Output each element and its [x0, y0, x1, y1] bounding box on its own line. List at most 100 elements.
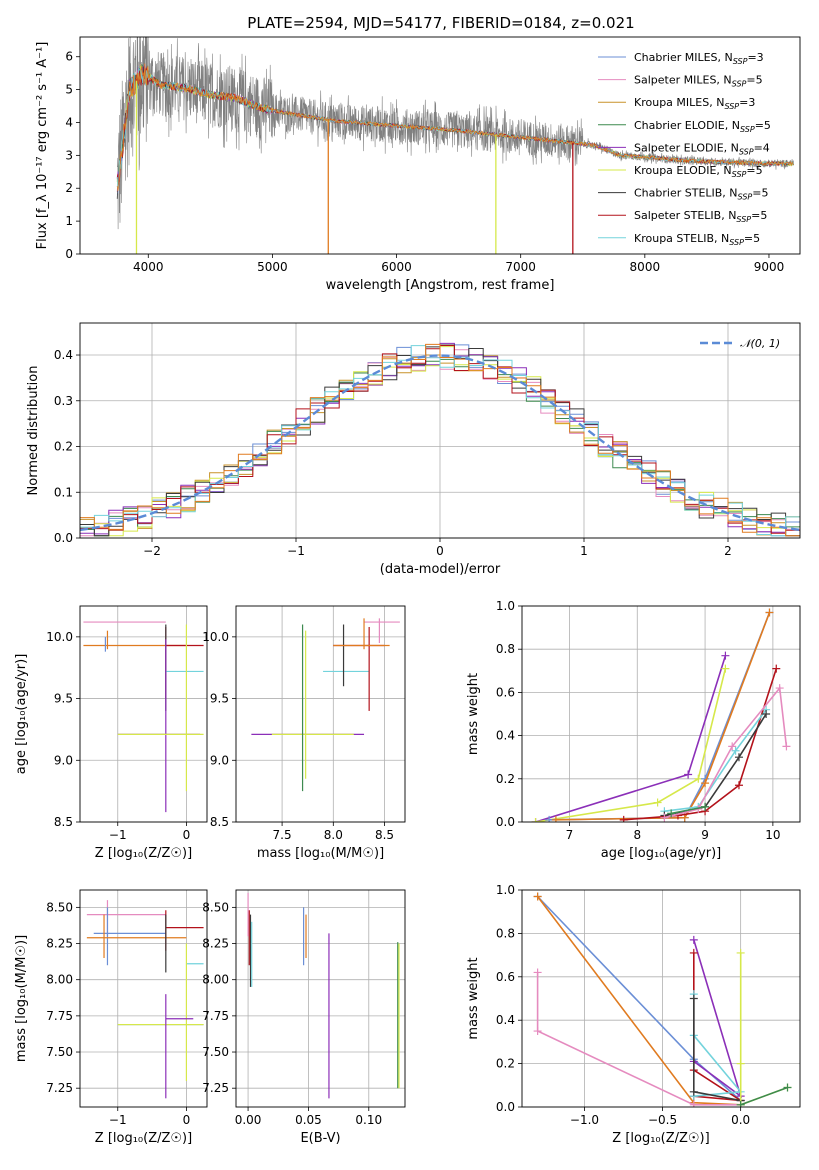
y-tick-label: 8.25 [46, 937, 73, 951]
mass-weight-line [536, 972, 741, 1106]
error-bar-point [86, 914, 187, 958]
y-tick-label: 7.75 [202, 1009, 229, 1023]
mass-weight-marker [533, 892, 542, 901]
axes-frame [235, 605, 406, 823]
mass-weight-marker [701, 779, 710, 788]
legend-label: 𝒩(0, 1) [740, 337, 780, 350]
y-tick-label: 9.0 [210, 753, 229, 767]
x-tick-label: −1.0 [570, 1113, 599, 1127]
mass-weight-marker [782, 742, 791, 751]
ticks: −2 −1 0 1 2 0.0 0.1 0.2 0.3 0.4 [54, 348, 732, 558]
spectrum-panel: 4000 5000 6000 7000 8000 9000 0 1 2 3 4 5 6 wavelengt… [35, 36, 801, 293]
error-bar-point [86, 900, 166, 937]
mass-weight-line [740, 1086, 788, 1106]
y-axis-label: Flux [f_λ 10⁻¹⁷ erg cm⁻² s⁻¹ A⁻¹] [35, 42, 50, 250]
error-bar-point [165, 910, 204, 951]
legend: 𝒩(0, 1) [700, 337, 780, 350]
y-tick-label: 0.6 [496, 685, 515, 699]
axes-frame [79, 322, 801, 539]
mass-weight-vs-age-panel: 7 8 9 10 0.0 0.2 0.4 0.6 0.8 1.0 age [log₁₀(age/yr… [466, 599, 801, 861]
y-tick-label: 3 [65, 148, 73, 162]
x-axis-label: Z [log₁₀(Z/Z☉)] [95, 846, 192, 861]
y-tick-label: 7.25 [202, 1081, 229, 1095]
y-tick-label: 0 [65, 247, 73, 261]
x-tick-label: 0.10 [355, 1113, 382, 1127]
x-tick-label: 8000 [630, 260, 661, 274]
mass-weight-marker [531, 818, 540, 822]
axes-frame [79, 605, 208, 823]
y-tick-label: 10.0 [202, 630, 229, 644]
y-tick-label: 6 [65, 50, 73, 64]
y-tick-label: 0.4 [496, 729, 515, 743]
y-tick-label: 8.00 [202, 973, 229, 987]
figure-title: PLATE=2594, MJD=54177, FIBERID=0184, z=0… [247, 14, 634, 32]
x-tick-label: 7 [566, 828, 574, 842]
legend-label: Salpeter MILES, NSSP=5 [634, 74, 763, 89]
x-tick-label: 7.5 [273, 828, 292, 842]
y-tick-label: 1.0 [496, 883, 515, 897]
mass-weight-marker [533, 1027, 542, 1036]
x-tick-label: 9 [701, 828, 709, 842]
x-tick-label: 2 [724, 544, 732, 558]
x-tick-label: 6000 [381, 260, 412, 274]
x-tick-label: 0.05 [295, 1113, 322, 1127]
mass-weight-line [537, 895, 742, 1102]
x-tick-label: 7000 [505, 260, 536, 274]
y-tick-label: 0.2 [54, 440, 73, 454]
y-tick-label: 8.25 [202, 937, 229, 951]
mass-weight-marker [772, 664, 781, 673]
x-tick-label: 5000 [257, 260, 288, 274]
ticks: −1.0 −0.5 0.0 0.0 0.2 0.4 0.6 0.8 1.0 [496, 883, 750, 1127]
axes-frame [521, 889, 801, 1108]
mass-vs-extinction-panel: 0.00 0.05 0.10 7.25 7.50 7.75 8.00 8.25 8.50 E(B-… [202, 889, 406, 1146]
mass-weight-marker [775, 684, 784, 693]
error-bar-point [165, 626, 204, 699]
x-tick-label: −0.5 [648, 1113, 677, 1127]
x-tick-label: 0 [183, 828, 191, 842]
y-axis-label: mass [log₁₀(M/M☉)] [14, 935, 29, 1062]
x-axis-label: Z [log₁₀(Z/Z☉)] [612, 1131, 709, 1146]
plot-area [86, 900, 204, 1099]
mass-weight-vs-metallicity-panel: −1.0 −0.5 0.0 0.0 0.2 0.4 0.6 0.8 1.0 Z [log₁₀(Z/… [466, 883, 801, 1146]
plot-area [251, 618, 400, 792]
axes-frame [521, 605, 801, 823]
mass-weight-marker [653, 798, 662, 807]
mass-weight-line [535, 668, 727, 822]
y-tick-label: 7.50 [202, 1045, 229, 1059]
y-tick-label: 0.6 [496, 970, 515, 984]
mass-weight-line [664, 709, 767, 812]
mass-weight-marker [728, 742, 737, 751]
mass-weight-marker [689, 1087, 698, 1096]
x-tick-label: 9000 [754, 260, 785, 274]
x-axis-label: (data-model)/error [380, 562, 501, 577]
ticks: 4000 5000 6000 7000 8000 9000 0 1 2 3 4 5 6 [65, 50, 784, 274]
mass-weight-line [739, 952, 788, 1106]
ticks: 7.5 8.0 8.5 8.5 9.0 9.5 10.0 [202, 630, 394, 842]
y-tick-label: 0.3 [54, 394, 73, 408]
normal-curve [80, 354, 800, 532]
y-tick-label: 0.4 [496, 1013, 515, 1027]
x-axis-label: Z [log₁₀(Z/Z☉)] [95, 1131, 192, 1146]
y-tick-label: 7.75 [46, 1009, 73, 1023]
error-bar-point [83, 630, 187, 650]
x-tick-label: 1 [580, 544, 588, 558]
x-tick-label: 0 [183, 1113, 191, 1127]
mass-weight-marker [689, 948, 698, 957]
legend-label: Kroupa ELODIE, NSSP=5 [634, 164, 763, 179]
legend-label: Salpeter STELIB, NSSP=5 [634, 209, 767, 224]
mass-weight-marker [701, 802, 710, 811]
y-tick-label: 0.1 [54, 485, 73, 499]
y-tick-label: 1.0 [496, 599, 515, 613]
mass-weight-marker [533, 968, 542, 977]
y-tick-label: 5 [65, 83, 73, 97]
error-bar-point [117, 943, 204, 1081]
residual-histogram [80, 345, 800, 537]
y-tick-label: 0.8 [496, 642, 515, 656]
x-axis-label: mass [log₁₀(M/M☉)] [257, 846, 384, 861]
x-axis-label: wavelength [Angstrom, rest frame] [326, 278, 555, 293]
age-vs-mass-panel: 7.5 8.0 8.5 8.5 9.0 9.5 10.0 mass [log₁₀(M/M☉)] [202, 605, 406, 861]
y-tick-label: 0.2 [496, 1057, 515, 1071]
y-tick-label: 7.50 [46, 1045, 73, 1059]
x-tick-label: 0.00 [235, 1113, 262, 1127]
